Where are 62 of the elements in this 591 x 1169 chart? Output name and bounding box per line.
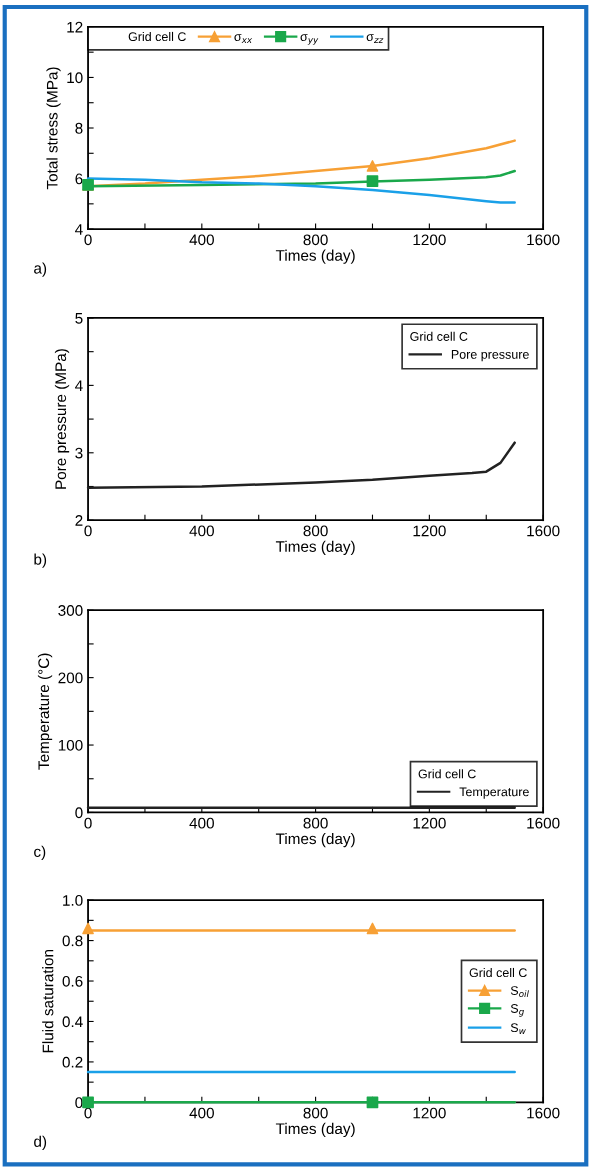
legend-label: σ$_{xx}$ bbox=[234, 34, 253, 43]
legend-title: Grid cell C bbox=[410, 331, 468, 341]
y-tick-label: 300 bbox=[58, 605, 83, 616]
y-tick-label: 0 bbox=[75, 807, 83, 819]
x-tick-label: 1600 bbox=[527, 525, 560, 537]
x-tick-label: 1200 bbox=[413, 1107, 446, 1119]
x-axis-title: Times (day) bbox=[275, 540, 355, 555]
y-axis-title: Temperature (°C) bbox=[37, 653, 53, 770]
text: c) bbox=[34, 845, 46, 861]
legend-label: σ$_{zz}$ bbox=[366, 34, 384, 43]
y-tick-label: 6 bbox=[75, 173, 83, 185]
x-tick-label: 0 bbox=[84, 1107, 92, 1119]
y-tick-label: 3 bbox=[75, 447, 83, 459]
legend-label: S$_{w}$ bbox=[510, 1023, 526, 1034]
y-axis-title: Pore pressure (MPa) bbox=[54, 349, 70, 489]
x-tick-label: 800 bbox=[303, 525, 328, 537]
x-tick-label: 1600 bbox=[527, 234, 560, 246]
legend-label: Temperature bbox=[459, 787, 529, 799]
x-axis-title: Times (day) bbox=[275, 249, 355, 264]
y-axis-title: Total stress (MPa) bbox=[46, 67, 61, 190]
y-tick-label: 12 bbox=[67, 21, 83, 33]
x-tick-label: 800 bbox=[303, 1107, 328, 1119]
y-tick-label: 10 bbox=[67, 72, 83, 84]
x-tick-label: 1200 bbox=[413, 817, 446, 829]
y-tick-label: 0.2 bbox=[62, 1056, 83, 1068]
x-tick-label: 400 bbox=[189, 525, 214, 537]
x-tick-label: 0 bbox=[84, 817, 92, 829]
y-tick-label: 5 bbox=[75, 312, 83, 324]
x-tick-label: 0 bbox=[84, 525, 92, 537]
text: d) bbox=[34, 1135, 47, 1150]
x-tick-label: 400 bbox=[189, 234, 214, 246]
text: b) bbox=[34, 553, 47, 568]
legend-label: σ$_{yy}$ bbox=[300, 34, 319, 45]
y-tick-label: 2 bbox=[75, 515, 83, 526]
x-axis-title: Times (day) bbox=[275, 832, 355, 848]
legend-title: Grid cell C bbox=[418, 769, 476, 779]
x-tick-label: 1200 bbox=[413, 525, 446, 537]
y-tick-label: 4 bbox=[75, 380, 83, 391]
x-tick-label: 1600 bbox=[527, 817, 560, 829]
x-tick-label: 400 bbox=[189, 1107, 214, 1119]
text: a) bbox=[34, 262, 47, 277]
x-tick-label: 0 bbox=[84, 234, 92, 246]
y-tick-label: 0.4 bbox=[62, 1016, 83, 1028]
x-tick-label: 800 bbox=[303, 817, 328, 829]
x-tick-label: 800 bbox=[303, 234, 328, 246]
x-axis-title: Times (day) bbox=[275, 1122, 355, 1138]
legend-title: Grid cell C bbox=[469, 967, 527, 978]
x-tick-label: 400 bbox=[189, 817, 214, 829]
y-tick-label: 8 bbox=[75, 122, 83, 134]
y-tick-label: 1.0 bbox=[63, 895, 83, 906]
legend-label: S$_{g}$ bbox=[510, 1004, 524, 1017]
y-tick-label: 200 bbox=[58, 672, 83, 684]
x-tick-label: 1600 bbox=[527, 1107, 560, 1119]
legend-label: S$_{oil}$ bbox=[510, 986, 529, 998]
y-tick-label: 0.6 bbox=[62, 975, 83, 987]
y-axis-title: Fluid saturation bbox=[42, 950, 54, 1053]
legend-label: Pore pressure bbox=[451, 350, 529, 362]
y-tick-label: 100 bbox=[58, 739, 83, 751]
legend-title: Grid cell C bbox=[128, 31, 186, 42]
y-tick-label: 4 bbox=[75, 224, 83, 235]
x-tick-label: 1200 bbox=[413, 234, 446, 246]
y-tick-label: 0.8 bbox=[62, 935, 83, 947]
